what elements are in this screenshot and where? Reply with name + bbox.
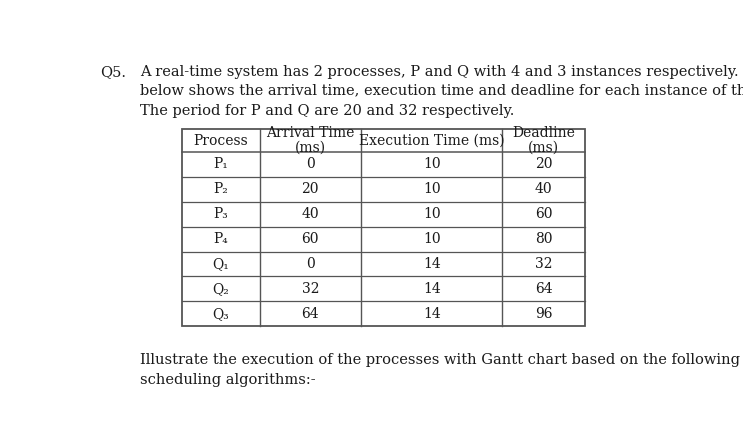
Text: (ms): (ms) xyxy=(295,141,326,155)
Text: 80: 80 xyxy=(535,232,553,246)
Text: Q₃: Q₃ xyxy=(212,307,229,321)
Text: Arrival Time: Arrival Time xyxy=(266,126,354,140)
Text: The period for P and Q are 20 and 32 respectively.: The period for P and Q are 20 and 32 res… xyxy=(140,104,514,117)
Text: A real-time system has 2 processes, P and Q with 4 and 3 instances respectively.: A real-time system has 2 processes, P an… xyxy=(140,65,743,79)
Text: 0: 0 xyxy=(306,257,314,271)
Text: P₃: P₃ xyxy=(213,207,228,221)
Text: 60: 60 xyxy=(302,232,319,246)
Text: 64: 64 xyxy=(535,282,553,296)
Text: 10: 10 xyxy=(423,232,441,246)
Text: Process: Process xyxy=(193,134,248,148)
Text: 20: 20 xyxy=(535,157,553,172)
Text: scheduling algorithms:-: scheduling algorithms:- xyxy=(140,373,316,387)
Text: P₂: P₂ xyxy=(213,182,228,196)
Text: 0: 0 xyxy=(306,157,314,172)
Text: 14: 14 xyxy=(423,282,441,296)
Text: 40: 40 xyxy=(535,182,553,196)
Text: 60: 60 xyxy=(535,207,553,221)
Text: Deadline: Deadline xyxy=(513,126,575,140)
Text: 14: 14 xyxy=(423,257,441,271)
Text: Q5.: Q5. xyxy=(100,65,126,79)
Bar xyxy=(182,129,585,326)
Text: 32: 32 xyxy=(302,282,319,296)
Text: 32: 32 xyxy=(535,257,553,271)
Text: below shows the arrival time, execution time and deadline for each instance of t: below shows the arrival time, execution … xyxy=(140,84,743,98)
Text: Illustrate the execution of the processes with Gantt chart based on the followin: Illustrate the execution of the processe… xyxy=(140,353,743,367)
Text: 20: 20 xyxy=(302,182,319,196)
Text: P₁: P₁ xyxy=(213,157,228,172)
Text: Q₂: Q₂ xyxy=(212,282,230,296)
Text: 40: 40 xyxy=(302,207,319,221)
Text: (ms): (ms) xyxy=(528,141,559,155)
Text: 96: 96 xyxy=(535,307,553,321)
Text: 10: 10 xyxy=(423,207,441,221)
Text: 10: 10 xyxy=(423,182,441,196)
Text: Q₁: Q₁ xyxy=(212,257,229,271)
Text: 64: 64 xyxy=(302,307,319,321)
Text: Execution Time (ms): Execution Time (ms) xyxy=(359,134,504,148)
Text: 14: 14 xyxy=(423,307,441,321)
Text: P₄: P₄ xyxy=(213,232,228,246)
Text: 10: 10 xyxy=(423,157,441,172)
